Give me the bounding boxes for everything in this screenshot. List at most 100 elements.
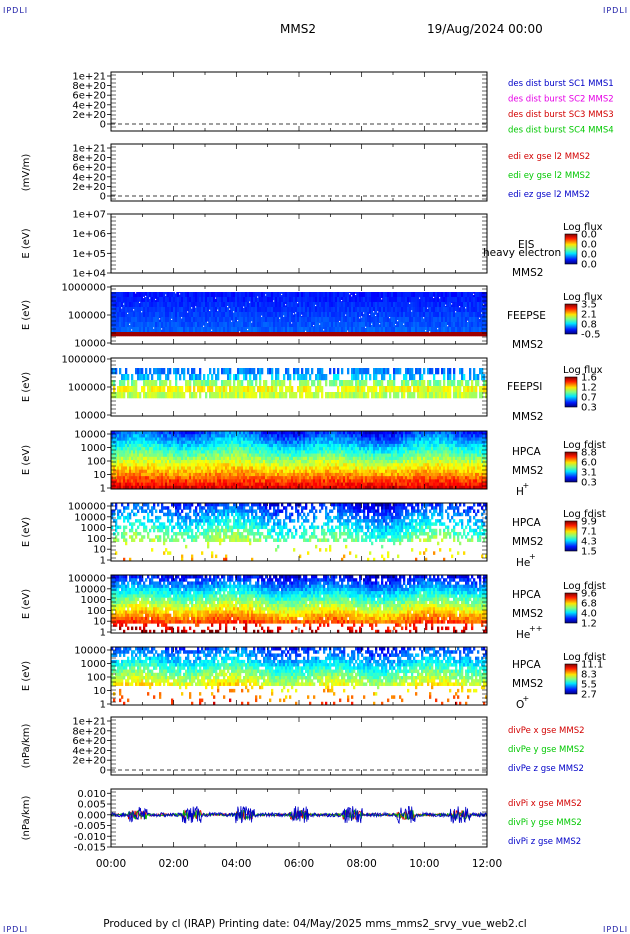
spectrogram-cell [243,453,246,458]
spectrogram-cell [235,450,238,454]
spectrogram-cell [163,463,166,467]
spectrogram-cell [305,312,308,318]
spectrogram-cell [145,460,148,464]
spectrogram-cell [153,440,156,445]
spectrogram-cell [209,437,212,441]
spectrogram-cell [135,332,138,337]
spectrogram-cell [343,431,346,435]
spectrogram-cell [459,386,462,393]
spectrogram-cell [211,443,214,448]
spectrogram-cell [157,302,160,308]
spectrogram-cell [341,332,344,337]
spectrogram-cell [411,368,414,375]
spectrogram-cell [225,482,228,487]
spectrogram-cell [295,368,298,375]
spectrogram-cell [279,460,282,464]
spectrogram-cell [235,443,238,448]
spectrogram-cell [257,469,260,474]
spectrogram-cell [429,332,432,337]
spectrogram-cell [167,332,170,337]
spectrogram-cell [351,312,354,318]
spectrogram-cell [245,466,248,470]
spectrogram-cell [349,466,352,470]
spectrogram-cell [149,431,152,435]
spectrogram-cell [153,447,156,451]
spectrogram-cell [351,292,354,298]
spectrogram-cell [255,434,258,438]
spectrogram-cell [177,431,180,435]
spectrogram-cell [349,332,352,337]
spectrogram-cell [141,332,144,337]
spectrogram-cell [261,327,264,333]
spectrogram-cell [233,440,236,445]
spectrogram-cell [305,443,308,448]
spectrogram-cell [213,368,216,375]
spectrogram-cell [251,434,254,438]
spectrogram-cell [213,297,216,303]
spectrogram-cell [299,485,302,490]
spectrogram-cell [153,456,156,461]
spectrogram-cell [135,466,138,470]
spectrogram-cell [337,456,340,461]
spectrogram-cell [413,302,416,308]
spectrogram-cell [307,392,310,399]
spectrogram-cell [193,437,196,441]
spectrogram-cell [173,440,176,445]
spectrogram-cell [335,392,338,399]
data-gap [351,295,353,297]
spectrogram-cell [261,482,264,487]
spectrogram-cell [163,297,166,303]
spectrogram-cell [255,466,258,470]
spectrogram-cell [241,440,244,445]
spectrogram-cell [483,297,486,303]
spectrogram-cell [183,374,186,381]
spectrogram-cell [165,302,168,308]
spectrogram-cell [329,302,332,308]
spectrogram-cell [287,482,290,487]
spectrogram-cell [225,434,228,438]
spectrogram-cell [385,386,388,393]
spectrogram-cell [225,437,228,441]
spectrogram-cell [463,307,466,313]
spectrogram-cell [271,447,274,451]
spectrogram-cell [265,447,268,451]
colorbar [564,376,578,408]
spectrogram-cell [231,392,234,399]
spectrogram-cell [333,463,336,467]
spectrogram-cell [293,453,296,458]
spectrogram-cell [303,437,306,441]
spectrogram-cell [141,453,144,458]
spectrogram-cell [325,472,328,477]
spectrogram-cell [391,297,394,303]
spectrogram-cell [167,386,170,393]
spectrogram-cell [203,431,206,435]
spectrogram-cell [221,392,224,399]
spectrogram-cell [355,312,358,318]
spectrogram-cell [217,374,220,381]
spectrogram-cell [321,479,324,483]
spectrogram-cell [195,482,198,487]
spectrogram-cell [283,456,286,461]
spectrogram-cell [239,472,242,477]
spectrogram-cell [121,476,124,480]
spectrogram-cell [135,302,138,308]
spectrogram-cell [257,434,260,438]
spectrogram-cell [173,431,176,435]
spectrogram-cell [265,472,268,477]
spectrogram-cell [325,380,328,387]
spectrogram-cell [249,312,252,318]
spectrogram-cell [217,317,220,323]
spectrogram-cell [329,297,332,303]
spectrogram-cell [283,469,286,474]
spectrogram-cell [427,327,430,333]
spectrogram-cell [123,437,126,441]
spectrogram-cell [143,443,146,448]
spectrogram-cell [197,485,200,490]
spectrogram-cell [185,431,188,435]
spectrogram-cell [455,332,458,337]
spectrogram-cell [185,312,188,318]
spectrogram-cell [159,317,162,323]
spectrogram-cell [281,456,284,461]
spectrogram-cell [203,443,206,448]
spectrogram-cell [335,440,338,445]
